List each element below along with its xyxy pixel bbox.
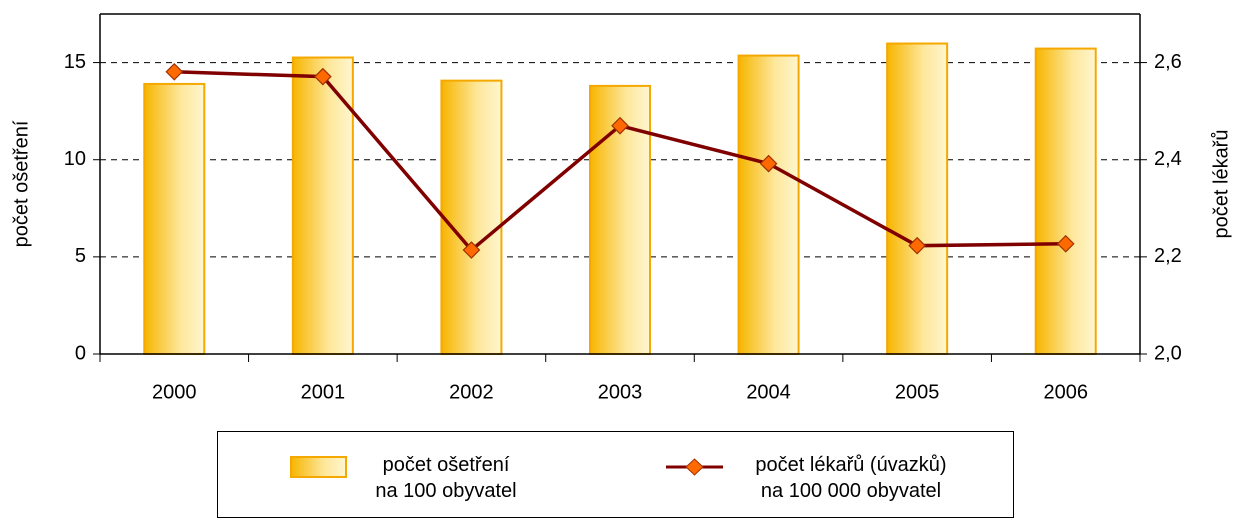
bar <box>440 79 503 355</box>
marker <box>611 116 629 135</box>
legend-marker <box>685 458 704 476</box>
marker <box>462 241 481 259</box>
y-tick-label: 0 <box>75 342 86 364</box>
x-tick-label: 2003 <box>598 381 643 403</box>
x-tick-label: 2004 <box>746 381 791 403</box>
marker <box>759 154 778 173</box>
y2-tick-label: 2,0 <box>1154 342 1182 364</box>
y-tick-label: 15 <box>64 51 86 73</box>
legend-swatch <box>290 456 347 478</box>
x-tick-label: 2005 <box>895 381 940 403</box>
y-axis-label: počet ošetření <box>10 120 32 247</box>
y2-axis-label: počet lékařů <box>1210 130 1232 239</box>
marker <box>908 236 926 255</box>
legend: počet ošetření na 100 obyvatel počet lék… <box>217 431 1014 518</box>
chart: počet ošetření počet lékařů 0 5 10 15 2,0 2,2… <box>10 13 1232 403</box>
legend-label: počet lékařů (úvazků) na 100 000 obyvate… <box>755 454 947 502</box>
y2-tick-label: 2,4 <box>1154 148 1182 170</box>
x-tick-label: 2006 <box>1043 381 1088 403</box>
bar <box>737 54 800 355</box>
bar <box>143 82 206 355</box>
marker <box>165 62 184 81</box>
marker <box>1056 234 1075 253</box>
bar <box>1034 47 1097 355</box>
marker <box>314 67 332 86</box>
legend-label: počet ošetření na 100 obyvatel <box>375 454 517 502</box>
bar <box>291 56 354 356</box>
x-tick-label: 2001 <box>301 381 346 403</box>
x-tick-label: 2002 <box>449 381 494 403</box>
x-tick-label: 2000 <box>152 381 197 403</box>
y2-tick-label: 2,2 <box>1154 245 1182 267</box>
y-tick-label: 5 <box>75 245 86 267</box>
bar <box>886 42 949 355</box>
legend-swatches <box>290 456 723 478</box>
y-tick-label: 10 <box>64 148 86 170</box>
y2-tick-label: 2,6 <box>1154 51 1182 73</box>
